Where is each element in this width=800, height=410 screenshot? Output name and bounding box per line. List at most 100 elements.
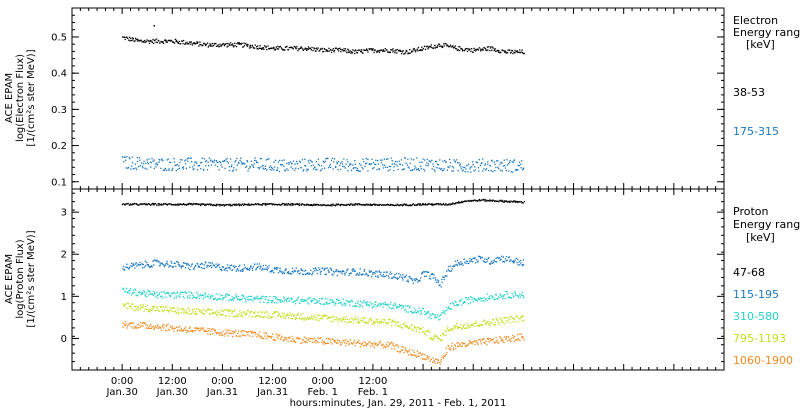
data-point: [167, 323, 169, 325]
data-point: [474, 262, 477, 264]
data-point: [409, 162, 411, 164]
data-point: [231, 204, 233, 206]
data-point: [505, 338, 507, 340]
data-point: [434, 170, 436, 172]
data-point: [387, 341, 389, 343]
data-point: [145, 292, 148, 294]
electron-y-tick-label: 0.2: [51, 141, 67, 152]
data-point: [218, 203, 220, 206]
data-point: [509, 339, 511, 342]
data-point: [228, 267, 231, 269]
data-point: [397, 346, 399, 348]
data-point: [424, 275, 426, 277]
data-point: [472, 200, 474, 202]
data-point: [163, 203, 165, 205]
data-point: [474, 166, 476, 168]
data-point: [158, 204, 160, 206]
data-point: [230, 204, 232, 206]
data-point: [180, 203, 182, 205]
proton-series-310-580: [122, 287, 525, 321]
data-point: [371, 276, 373, 278]
data-point: [257, 45, 259, 47]
data-point: [294, 300, 297, 302]
data-point: [230, 299, 233, 301]
data-point: [252, 266, 254, 268]
data-point: [242, 270, 244, 272]
data-point: [421, 203, 424, 205]
data-point: [365, 321, 368, 323]
data-point: [402, 203, 404, 205]
data-point: [297, 312, 299, 315]
electron-legend-unit: [keV]: [746, 38, 775, 51]
data-point: [355, 319, 357, 321]
data-point: [208, 165, 210, 167]
data-point: [470, 260, 472, 262]
data-point: [327, 269, 329, 271]
data-point: [237, 42, 239, 44]
data-point: [234, 161, 236, 163]
data-point: [388, 277, 390, 279]
data-point: [156, 162, 158, 164]
data-point: [501, 200, 503, 202]
data-point: [442, 160, 444, 162]
data-point: [255, 269, 257, 271]
data-point: [159, 262, 161, 264]
data-point: [292, 318, 294, 320]
data-point: [158, 293, 160, 295]
data-point: [144, 322, 146, 324]
data-point: [366, 273, 368, 276]
data-point: [379, 303, 381, 305]
data-point: [446, 309, 448, 311]
data-point: [505, 337, 508, 339]
data-point: [146, 263, 148, 266]
x-tick-label-time: 12:00: [258, 376, 287, 387]
data-point: [288, 163, 290, 165]
data-point: [515, 169, 517, 171]
data-point: [310, 300, 312, 302]
data-point: [193, 308, 195, 310]
data-point: [372, 162, 375, 164]
data-point: [300, 299, 302, 301]
data-point: [306, 170, 308, 172]
data-point: [406, 351, 408, 353]
data-point: [147, 310, 150, 313]
data-point: [351, 269, 353, 271]
data-point: [270, 337, 272, 339]
data-point: [230, 166, 232, 168]
data-point: [406, 164, 409, 166]
data-point: [265, 204, 267, 206]
data-point: [458, 162, 460, 164]
data-point: [159, 326, 161, 328]
data-point: [317, 204, 320, 206]
data-point: [123, 288, 125, 290]
data-point: [348, 343, 350, 345]
data-point: [366, 301, 368, 303]
data-point: [469, 166, 471, 168]
data-point: [403, 53, 405, 55]
data-point: [411, 51, 413, 53]
data-point: [377, 321, 379, 323]
data-point: [171, 328, 173, 330]
data-point: [163, 309, 165, 311]
data-point: [345, 316, 347, 318]
data-point: [465, 344, 468, 346]
data-point: [484, 163, 486, 165]
data-point: [182, 295, 184, 298]
data-point: [217, 161, 219, 163]
data-point: [271, 316, 274, 318]
data-point: [349, 164, 351, 166]
data-point: [166, 324, 168, 326]
data-point: [349, 204, 351, 206]
data-point: [237, 298, 239, 300]
data-point: [161, 41, 163, 43]
data-point: [519, 293, 521, 295]
data-point: [378, 271, 381, 273]
data-point: [291, 297, 293, 299]
data-point: [240, 161, 243, 163]
data-point: [199, 41, 201, 43]
data-point: [241, 163, 243, 165]
data-point: [408, 276, 410, 278]
data-point: [451, 328, 453, 330]
data-point: [409, 348, 411, 351]
data-point: [304, 164, 306, 167]
